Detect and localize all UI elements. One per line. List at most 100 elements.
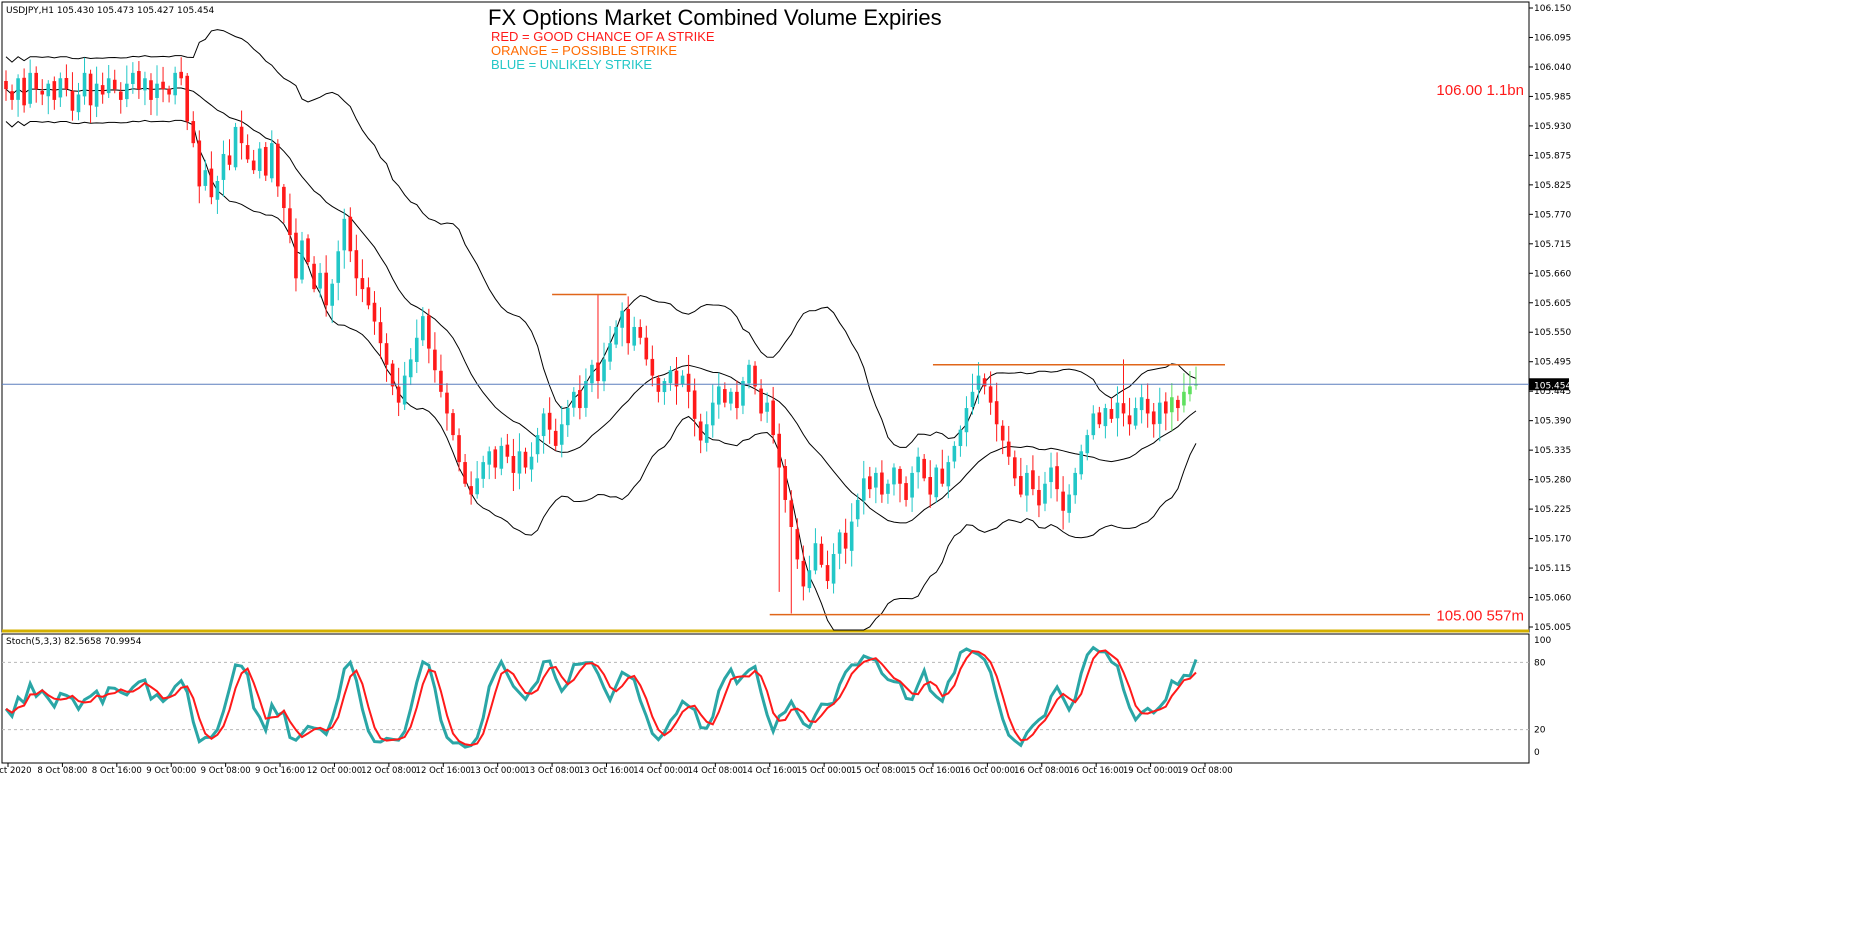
candle-body bbox=[837, 532, 842, 554]
candle-body bbox=[656, 377, 661, 392]
candle-body bbox=[910, 472, 914, 498]
price-tick-label: 105.335 bbox=[1534, 446, 1571, 456]
candle-body bbox=[354, 250, 359, 279]
candle-body bbox=[602, 359, 606, 382]
candle-body bbox=[976, 375, 981, 390]
candle-body bbox=[590, 364, 594, 384]
symbol-info-label: USDJPY,H1 105.430 105.473 105.427 105.45… bbox=[6, 6, 215, 16]
candle-body bbox=[1163, 401, 1168, 414]
candle-body bbox=[928, 476, 933, 495]
candle-body bbox=[735, 391, 739, 409]
price-tick-label: 105.390 bbox=[1534, 417, 1571, 427]
time-tick-label: 15 Oct 16:00 bbox=[905, 766, 960, 776]
candle-body bbox=[239, 126, 244, 144]
candle-body bbox=[336, 251, 341, 283]
candle-body bbox=[801, 560, 806, 587]
candle-body bbox=[221, 153, 226, 180]
candle-body bbox=[245, 145, 250, 160]
price-tick-label: 105.985 bbox=[1534, 92, 1571, 102]
candle-body bbox=[46, 83, 51, 97]
candle-body bbox=[831, 554, 836, 584]
candle-body bbox=[988, 386, 993, 403]
candle-body bbox=[904, 483, 908, 500]
bollinger-upper-line bbox=[5, 29, 1197, 448]
strike-level-label: 106.00 1.1bn bbox=[1436, 82, 1524, 99]
candle-body bbox=[185, 75, 190, 122]
candle-body bbox=[553, 430, 558, 446]
legend-entry: BLUE = UNLIKELY STRIKE bbox=[491, 57, 652, 72]
candle-body bbox=[58, 78, 63, 98]
candle-body bbox=[499, 445, 504, 469]
candle-body bbox=[626, 309, 630, 344]
candle-body bbox=[390, 363, 395, 387]
time-tick-label: 14 Oct 00:00 bbox=[633, 766, 688, 776]
candle-body bbox=[324, 272, 328, 306]
candle-body bbox=[753, 365, 757, 387]
chart-title: FX Options Market Combined Volume Expiri… bbox=[488, 5, 942, 30]
price-tick-label: 105.550 bbox=[1534, 328, 1571, 338]
current-price-label: 105.454 bbox=[1534, 381, 1571, 391]
candle-body bbox=[861, 478, 866, 501]
candle-body bbox=[964, 408, 969, 433]
candle-body bbox=[638, 327, 643, 338]
candle-body bbox=[94, 83, 99, 107]
price-tick-label: 105.825 bbox=[1534, 181, 1571, 191]
candle-body bbox=[716, 386, 721, 405]
candle-body bbox=[143, 78, 147, 91]
candle-body bbox=[1055, 466, 1059, 490]
candle-body bbox=[227, 155, 232, 165]
time-tick-label: 13 Oct 16:00 bbox=[579, 766, 634, 776]
candle-body bbox=[674, 370, 679, 387]
candle-body bbox=[771, 400, 775, 436]
candle-body bbox=[64, 78, 69, 90]
legend-entry: ORANGE = POSSIBLE STRIKE bbox=[491, 43, 677, 58]
candle-body bbox=[167, 88, 171, 95]
time-tick-label: 12 Oct 00:00 bbox=[307, 766, 362, 776]
candle-body bbox=[288, 208, 292, 236]
candle-body bbox=[632, 326, 637, 346]
candle-body bbox=[704, 424, 709, 443]
candle-body bbox=[620, 310, 624, 328]
candle-body bbox=[306, 238, 310, 263]
candle-body bbox=[940, 468, 945, 484]
candle-body bbox=[1121, 403, 1126, 414]
candle-body bbox=[118, 91, 123, 100]
bollinger-lower-line bbox=[5, 119, 1197, 631]
time-tick-label: 16 Oct 16:00 bbox=[1068, 766, 1123, 776]
candle-body bbox=[946, 462, 951, 487]
candle-body bbox=[698, 421, 703, 441]
candle-body bbox=[52, 81, 57, 100]
candle-body bbox=[487, 451, 492, 465]
price-tick-label: 105.225 bbox=[1534, 505, 1571, 515]
candle-body bbox=[1103, 408, 1108, 427]
time-tick-label: 12 Oct 16:00 bbox=[416, 766, 471, 776]
stoch-tick-label: 0 bbox=[1534, 748, 1540, 758]
candle-body bbox=[451, 413, 455, 436]
candle-body bbox=[22, 77, 26, 106]
stoch-tick-label: 20 bbox=[1534, 726, 1546, 736]
candle-body bbox=[76, 94, 81, 113]
price-tick-label: 106.150 bbox=[1534, 4, 1571, 14]
candle-body bbox=[179, 71, 183, 79]
price-tick-label: 106.095 bbox=[1534, 33, 1571, 43]
candle-body bbox=[559, 424, 564, 445]
time-tick-label: 12 Oct 08:00 bbox=[361, 766, 416, 776]
candle-body bbox=[173, 72, 177, 96]
candle-body bbox=[155, 83, 159, 98]
price-tick-label: 105.605 bbox=[1534, 299, 1571, 309]
candle-body bbox=[269, 143, 274, 179]
candle-body bbox=[970, 391, 975, 408]
candle-body bbox=[1170, 397, 1174, 413]
price-tick-label: 105.280 bbox=[1534, 476, 1571, 486]
candle-body bbox=[463, 462, 467, 484]
candle-body bbox=[952, 445, 957, 462]
price-tick-label: 105.875 bbox=[1534, 151, 1571, 161]
stoch-plot-frame bbox=[1, 633, 1530, 764]
candle-body bbox=[137, 71, 141, 90]
price-tick-label: 105.170 bbox=[1534, 535, 1571, 545]
stoch-header-label: Stoch(5,3,3) 82.5658 70.9954 bbox=[6, 637, 142, 647]
time-tick-label: 13 Oct 08:00 bbox=[524, 766, 579, 776]
candle-body bbox=[650, 358, 655, 376]
candle-body bbox=[849, 521, 854, 551]
price-tick-label: 105.005 bbox=[1534, 623, 1571, 633]
